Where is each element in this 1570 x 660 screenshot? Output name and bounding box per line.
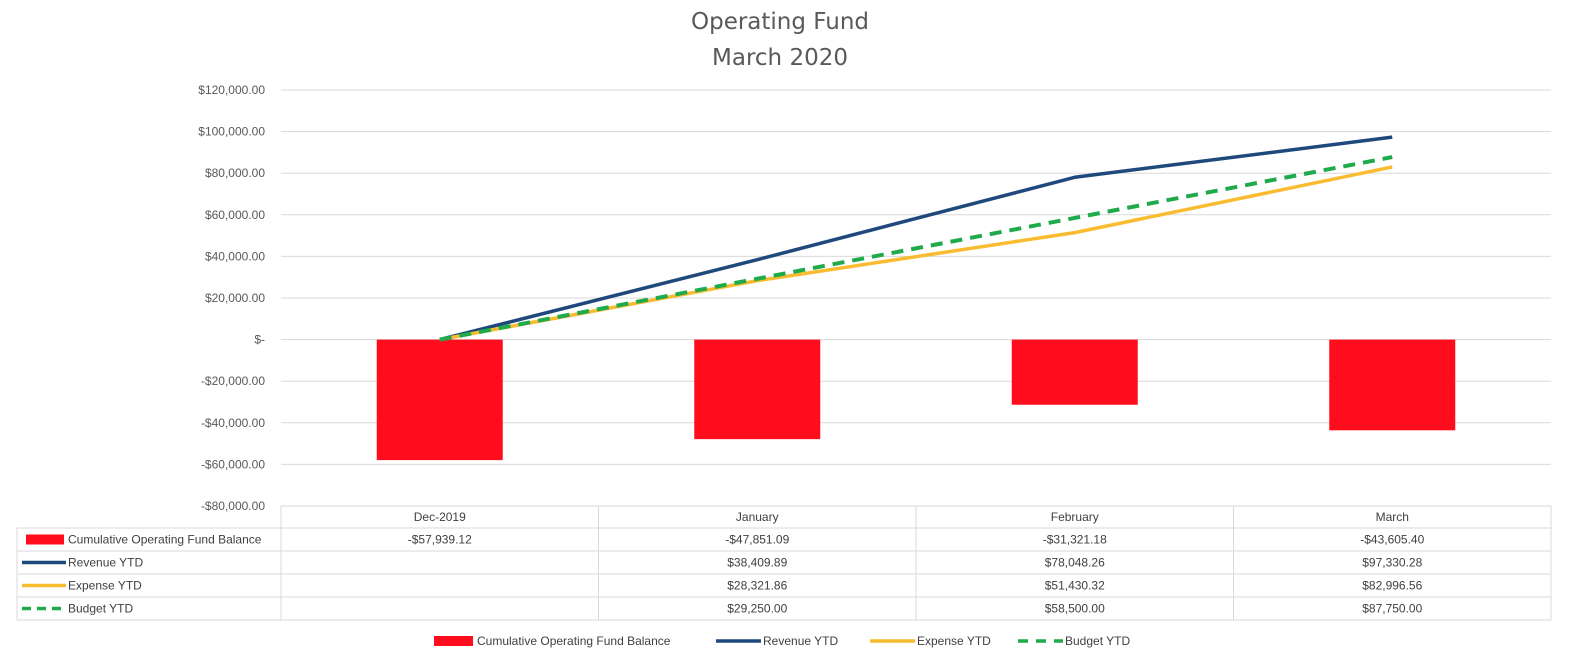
- legend: Cumulative Operating Fund Balance Revenue…: [434, 634, 1130, 648]
- table-cell: $82,996.56: [1362, 579, 1422, 593]
- category-label: January: [736, 510, 779, 524]
- table-row-label: Cumulative Operating Fund Balance: [68, 533, 262, 547]
- table-cell: $58,500.00: [1045, 602, 1105, 616]
- table-cell: -$57,939.12: [408, 533, 472, 547]
- table-cell: $87,750.00: [1362, 602, 1422, 616]
- y-tick-label: -$20,000.00: [201, 374, 265, 388]
- bar-february: [1011, 339, 1138, 405]
- table-cell: $38,409.89: [727, 556, 787, 570]
- legend-label: Cumulative Operating Fund Balance: [477, 634, 671, 648]
- y-tick-label: -$60,000.00: [201, 457, 265, 471]
- table-cell: $28,321.86: [727, 579, 787, 593]
- y-tick-label: -$40,000.00: [201, 416, 265, 430]
- line-revenue-ytd: [439, 135, 1393, 342]
- legend-key: [434, 636, 473, 646]
- line-series: [439, 135, 1393, 342]
- category-label: Dec-2019: [414, 510, 466, 524]
- table-cell: -$31,321.18: [1043, 533, 1107, 547]
- y-tick-label: $80,000.00: [205, 166, 265, 180]
- table-cell: $29,250.00: [727, 602, 787, 616]
- y-tick-label: $-: [254, 333, 265, 347]
- bar-march: [1329, 339, 1456, 431]
- table-row-label: Revenue YTD: [68, 556, 143, 570]
- y-tick-label: $60,000.00: [205, 208, 265, 222]
- y-tick-label: $120,000.00: [198, 83, 265, 97]
- chart-title-block: Operating Fund March 2020: [0, 4, 1560, 76]
- table-row-key: [26, 534, 64, 545]
- y-tick-label: $40,000.00: [205, 249, 265, 263]
- y-axis-tick-labels: $120,000.00 $100,000.00 $80,000.00 $60,000.…: [198, 83, 265, 513]
- legend-label: Expense YTD: [917, 634, 991, 648]
- category-label: March: [1376, 510, 1409, 524]
- bar-series: [376, 339, 1456, 461]
- table-row-label: Budget YTD: [68, 602, 133, 616]
- table-cell: -$47,851.09: [725, 533, 789, 547]
- legend-label: Revenue YTD: [763, 634, 838, 648]
- bar-dec-2019: [376, 339, 503, 461]
- legend-label: Budget YTD: [1065, 634, 1130, 648]
- table-cell: $78,048.26: [1045, 556, 1105, 570]
- chart-title: Operating Fund: [690, 9, 870, 35]
- y-tick-label: $100,000.00: [198, 125, 265, 139]
- y-tick-label: -$80,000.00: [201, 499, 265, 513]
- table-cell: $51,430.32: [1045, 579, 1105, 593]
- table-cell: $97,330.28: [1362, 556, 1422, 570]
- chart-subtitle: March 2020: [712, 45, 848, 71]
- table-cell: -$43,605.40: [1360, 533, 1424, 547]
- data-table: Dec-2019 January February March Cumulative O…: [16, 505, 1552, 621]
- y-tick-label: $20,000.00: [205, 291, 265, 305]
- category-label: February: [1051, 510, 1099, 524]
- line-budget-ytd: [439, 155, 1393, 342]
- table-row-label: Expense YTD: [68, 579, 142, 593]
- bar-january: [694, 339, 821, 440]
